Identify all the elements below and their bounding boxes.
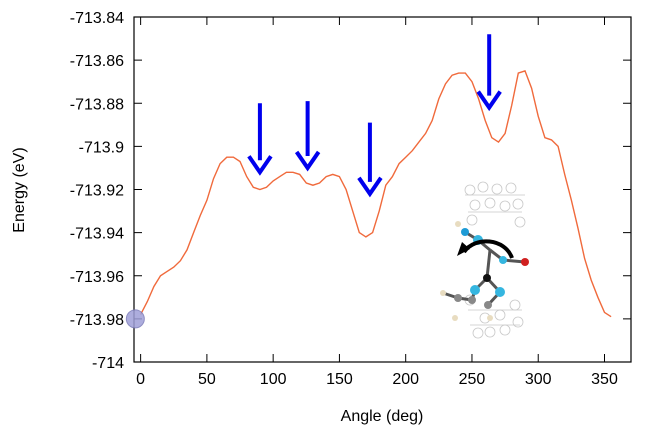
y-tick-label: -713.92	[70, 183, 124, 200]
start-point-marker	[125, 309, 145, 329]
y-axis: -714 -713.98 -713.96 -713.94 -713.92 -713.9 -7…	[70, 10, 631, 372]
x-tick-label: 300	[525, 371, 552, 388]
y-tick-label: -713.84	[70, 10, 124, 27]
y-tick-label: -713.88	[70, 96, 124, 113]
down-arrow-icon	[294, 101, 321, 172]
energy-series-line	[139, 70, 612, 318]
down-arrow-icon	[357, 122, 383, 198]
x-axis-label: Angle (deg)	[341, 408, 424, 425]
y-tick-label: -713.94	[70, 226, 124, 243]
y-tick-label: -713.96	[70, 269, 124, 286]
x-axis: 0 50 100 150 200 250 300 350	[136, 17, 618, 388]
y-tick-label: -713.86	[70, 53, 124, 70]
x-tick-label: 250	[459, 371, 486, 388]
series-layer	[125, 34, 612, 329]
molecule-rotation-icon	[440, 181, 529, 339]
down-arrow-icon	[247, 103, 273, 176]
x-tick-label: 0	[136, 371, 145, 388]
x-tick-label: 350	[591, 371, 618, 388]
y-tick-label: -713.9	[79, 139, 124, 156]
y-tick-label: -714	[92, 355, 124, 372]
y-tick-label: -713.98	[70, 312, 124, 329]
x-tick-label: 200	[392, 371, 419, 388]
x-tick-label: 150	[326, 371, 353, 388]
y-axis-label: Energy (eV)	[11, 147, 28, 232]
x-tick-label: 100	[260, 371, 287, 388]
x-tick-label: 50	[198, 371, 216, 388]
plot-frame	[133, 16, 632, 363]
down-arrow-icon	[476, 34, 502, 112]
